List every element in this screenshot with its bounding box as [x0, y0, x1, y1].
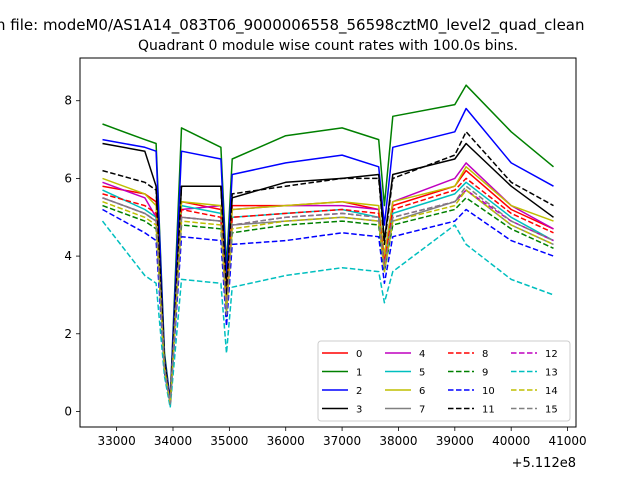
series-layer: [101, 84, 554, 409]
y-tick-label: 2: [64, 327, 72, 341]
legend-label-1: 1: [356, 368, 362, 379]
x-axis: 33000 34000 35000 36000 37000 38000 39000 40000…: [98, 427, 587, 448]
y-tick-label: 6: [64, 171, 72, 185]
legend-label-15: 15: [545, 405, 558, 416]
x-tick-label: 33000: [98, 434, 136, 448]
x-tick-label: 39000: [436, 434, 474, 448]
y-tick-label: 4: [64, 249, 72, 263]
legend-label-12: 12: [545, 349, 558, 360]
legend-label-11: 11: [482, 405, 495, 416]
x-tick-label: 41000: [548, 434, 586, 448]
axes-frame: [79, 57, 577, 428]
x-tick-label: 40000: [492, 434, 530, 448]
figure-suptitle: n file: modeM0/AS1A14_083T06_9000006558_…: [0, 16, 585, 35]
y-tick-label: 0: [64, 404, 72, 418]
legend-label-0: 0: [356, 349, 362, 360]
legend-label-6: 6: [419, 386, 425, 397]
x-offset-label: +5.112e8: [512, 456, 576, 471]
legend-label-7: 7: [419, 405, 425, 416]
x-tick-label: 37000: [323, 434, 361, 448]
legend-label-2: 2: [356, 386, 362, 397]
series-line-13: [101, 220, 554, 409]
chart-title: Quadrant 0 module wise count rates with …: [138, 38, 518, 54]
y-tick-label: 8: [64, 94, 72, 108]
x-tick-label: 36000: [267, 434, 305, 448]
x-tick-label: 34000: [154, 434, 192, 448]
legend-label-5: 5: [419, 368, 425, 379]
legend-label-10: 10: [482, 386, 495, 397]
legend-box: [317, 340, 571, 422]
series-line-14: [102, 189, 554, 405]
legend-label-8: 8: [482, 349, 488, 360]
legend-label-13: 13: [545, 368, 558, 379]
legend-label-3: 3: [356, 405, 362, 416]
x-tick-label: 38000: [379, 434, 417, 448]
legend-label-4: 4: [419, 349, 425, 360]
x-tick-label: 35000: [210, 434, 248, 448]
legend-label-9: 9: [482, 368, 488, 379]
legend-label-14: 14: [545, 386, 558, 397]
y-axis: 0 2 4 6 8: [64, 94, 80, 418]
